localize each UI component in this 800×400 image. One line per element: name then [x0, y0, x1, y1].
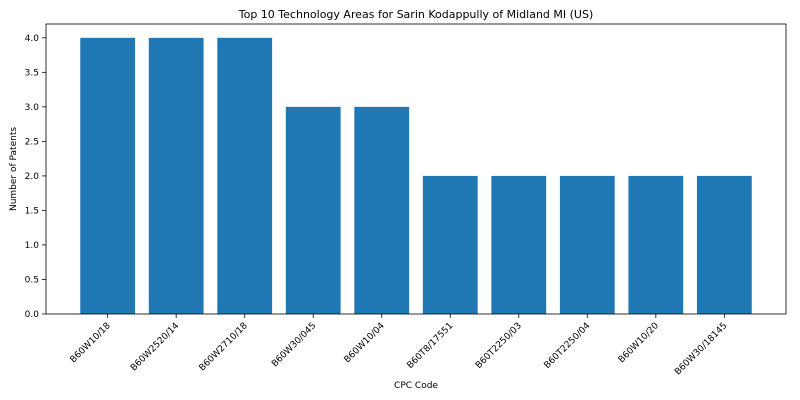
y-tick-label: 2.5: [25, 137, 39, 147]
bars-group: [80, 38, 751, 314]
x-tick-label: B60W10/04: [343, 321, 387, 365]
x-tick-label: B60W30/045: [270, 321, 318, 369]
y-tick-label: 3.0: [25, 103, 40, 113]
bar: [423, 176, 478, 314]
x-tick-label: B60W2520/14: [129, 321, 181, 373]
y-tick-label: 0.0: [25, 310, 40, 320]
x-tick-label: B60T2250/03: [474, 321, 524, 371]
y-axis: 0.0 0.5 1.0 1.5 2.0 2.5 3.0 3.5 4.0: [25, 34, 46, 320]
chart-title: Top 10 Technology Areas for Sarin Kodapp…: [238, 8, 594, 21]
y-tick-label: 2.0: [25, 172, 40, 182]
y-tick-label: 1.5: [25, 206, 39, 216]
x-tick-label: B60W10/18: [69, 321, 113, 365]
y-tick-label: 4.0: [25, 34, 40, 44]
x-tick-label: B60W10/20: [617, 321, 661, 365]
bar: [560, 176, 615, 314]
bar: [491, 176, 546, 314]
x-tick-label: B60W2710/18: [198, 321, 250, 373]
bar: [217, 38, 272, 314]
y-tick-label: 1.0: [25, 241, 40, 251]
x-tick-label: B60W30/18145: [673, 321, 729, 377]
y-tick-label: 0.5: [25, 275, 39, 285]
x-tick-label: B60T8/17551: [406, 321, 456, 371]
y-axis-label: Number of Patents: [9, 127, 19, 211]
y-tick-label: 3.5: [25, 68, 39, 78]
bar: [149, 38, 204, 314]
bar: [628, 176, 683, 314]
x-axis-label: CPC Code: [394, 381, 438, 391]
bar: [80, 38, 135, 314]
x-tick-label: B60T2250/04: [543, 321, 593, 371]
bar: [286, 107, 341, 314]
bar: [697, 176, 752, 314]
bar: [354, 107, 409, 314]
x-axis: B60W10/18 B60W2520/14 B60W2710/18 B60W30/04…: [69, 314, 730, 377]
